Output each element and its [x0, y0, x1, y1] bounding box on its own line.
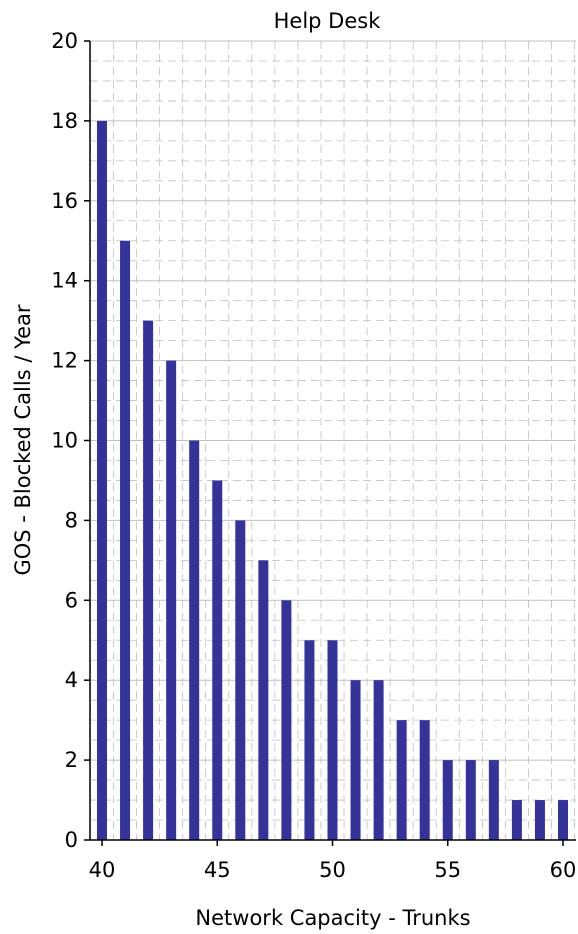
y-tick-label: 4	[65, 668, 78, 692]
bar	[419, 720, 430, 840]
bar	[511, 800, 522, 840]
x-tick-label: 45	[204, 858, 231, 882]
y-tick-label: 2	[65, 748, 78, 772]
x-tick-label: 40	[89, 858, 116, 882]
y-tick-label: 16	[51, 189, 78, 213]
bar	[465, 760, 476, 840]
bar	[558, 800, 568, 840]
bar	[281, 600, 292, 840]
bar	[442, 760, 453, 840]
y-tick-label: 0	[65, 828, 78, 852]
chart-title: Help Desk	[274, 9, 382, 33]
y-axis-label: GOS - Blocked Calls / Year	[11, 304, 35, 575]
bar	[534, 800, 545, 840]
bars	[97, 120, 568, 840]
y-tick-label: 10	[51, 429, 78, 453]
bar	[373, 680, 384, 840]
bar	[97, 120, 107, 840]
y-tick-label: 8	[65, 508, 78, 532]
y-tick-label: 14	[51, 269, 78, 293]
x-tick-label: 50	[319, 858, 346, 882]
bar	[189, 440, 200, 840]
y-tick-label: 6	[65, 588, 78, 612]
y-tick-label: 18	[51, 109, 78, 133]
bar	[212, 480, 223, 840]
bar	[304, 640, 315, 840]
bar	[350, 680, 361, 840]
bar	[396, 720, 407, 840]
bar	[327, 640, 338, 840]
y-tick-label: 20	[51, 29, 78, 53]
y-ticks: 0 2 4 6 8 10 12 14 16 18 20	[51, 29, 90, 852]
x-axis-label: Network Capacity - Trunks	[195, 906, 470, 930]
bar	[120, 240, 131, 840]
bar	[166, 360, 177, 840]
y-tick-label: 12	[51, 349, 78, 373]
x-tick-label: 55	[434, 858, 461, 882]
bar	[488, 760, 499, 840]
bar	[235, 520, 246, 840]
x-ticks: 40 45 50 55 60	[89, 840, 577, 882]
x-tick-label: 60	[550, 858, 577, 882]
bar	[143, 320, 154, 840]
bar	[258, 560, 269, 840]
